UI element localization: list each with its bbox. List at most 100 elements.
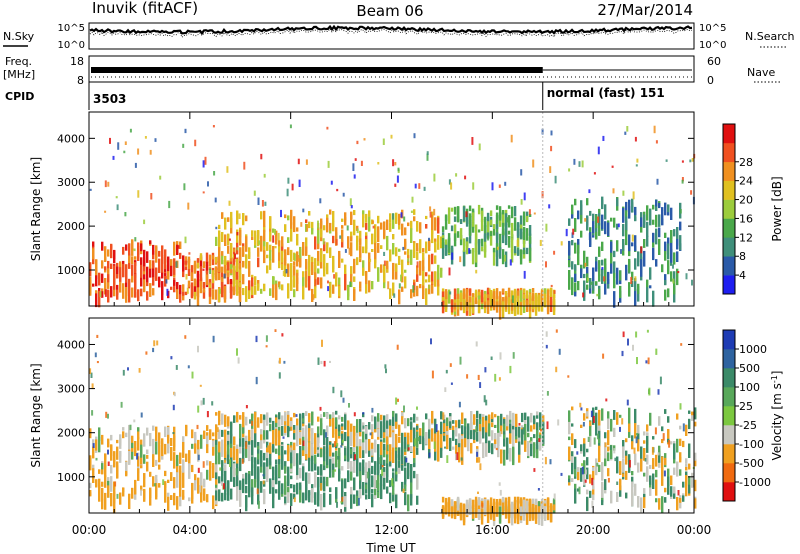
power-scatter-cell	[411, 196, 414, 203]
power-scatter-cell	[215, 226, 218, 230]
velocity-cell	[305, 411, 308, 416]
power-scatter-cell	[428, 284, 431, 290]
power-cell	[601, 241, 604, 251]
velocity-cell	[543, 503, 547, 507]
velocity-cell	[329, 493, 332, 505]
velocity-cell	[353, 426, 356, 437]
velocity-cell	[458, 433, 461, 444]
power-scatter-cell	[491, 182, 494, 191]
power-cell	[516, 290, 520, 299]
power-cell	[329, 222, 332, 231]
power-scatter-cell	[400, 212, 403, 218]
velocity-scatter-cell	[295, 414, 298, 417]
velocity-scatter-cell	[199, 384, 202, 387]
time-tick-label-0: 00:00	[72, 523, 107, 537]
power-scatter-cell	[465, 211, 468, 218]
power-cell	[598, 288, 601, 300]
nave-right-label: Nave	[747, 66, 775, 79]
power-cell	[122, 263, 125, 277]
velocity-cell	[410, 429, 413, 443]
power-cell	[389, 288, 392, 300]
power-cell	[281, 250, 284, 263]
power-cell	[326, 262, 329, 275]
power-cell	[646, 285, 649, 303]
velocity-scatter-cell	[402, 488, 405, 493]
power-cell	[425, 272, 428, 277]
velocity-cell	[534, 499, 538, 506]
power-cell	[407, 255, 410, 259]
power-cell	[431, 253, 434, 265]
velocity-cell	[281, 415, 284, 426]
power-cell	[167, 256, 170, 270]
power-scatter-cell	[137, 190, 140, 198]
velocity-cell	[649, 475, 652, 485]
power-cell	[419, 239, 422, 254]
velocity-cell	[485, 422, 488, 427]
power-cell	[128, 278, 131, 290]
power-cell	[664, 241, 667, 255]
velocity-cell	[482, 442, 485, 459]
power-cell	[248, 271, 251, 277]
power-cell	[574, 198, 577, 206]
velocity-cell	[131, 487, 134, 499]
power-cell	[416, 265, 419, 275]
velocity-cell	[158, 464, 161, 470]
power-cell	[462, 250, 466, 267]
power-cell	[362, 210, 365, 218]
velocity-cell	[257, 449, 260, 454]
velocity-cell	[446, 431, 449, 436]
velocity-cell	[539, 435, 542, 451]
power-cell	[146, 291, 149, 301]
velocity-cell	[658, 416, 661, 426]
velocity-cell	[604, 452, 607, 467]
velocity-cell	[498, 507, 502, 524]
power-cell	[437, 283, 440, 296]
velocity-cell	[344, 447, 347, 456]
velocity-cell	[536, 414, 539, 419]
power-cell	[146, 266, 149, 283]
velocity-scatter-cell	[320, 360, 323, 365]
power-cell	[483, 293, 487, 306]
power-cell	[281, 236, 284, 247]
power-scatter-cell	[632, 191, 635, 200]
power-scatter-cell	[278, 284, 281, 290]
velocity-cell	[488, 423, 491, 437]
power-cell	[215, 236, 218, 246]
power-scatter-cell	[550, 145, 553, 152]
velocity-cell	[362, 482, 365, 496]
velocity-cell	[452, 420, 455, 424]
power-cell	[284, 214, 287, 219]
velocity-cell	[607, 446, 610, 452]
power-cell	[257, 257, 260, 268]
velocity-cell	[200, 434, 203, 449]
velocity-cell	[137, 468, 140, 481]
power-scatter-cell	[223, 273, 226, 279]
velocity-scatter-cell	[560, 472, 563, 476]
power-cell	[664, 289, 667, 301]
velocity-cell	[110, 476, 113, 492]
power-scatter-cell	[109, 137, 111, 144]
velocity-cell	[224, 414, 227, 424]
velocity-cell	[513, 496, 517, 504]
velocity-cell	[679, 438, 682, 446]
velocity-cell	[275, 467, 278, 484]
power-cell	[649, 285, 652, 289]
velocity-cell	[519, 506, 523, 516]
power-cell	[444, 215, 448, 230]
power-cell	[164, 259, 167, 270]
power-cell	[119, 276, 122, 293]
velocity-cell	[571, 456, 574, 470]
velocity-scatter-cell	[609, 445, 612, 450]
velocity-cell	[368, 484, 371, 499]
velocity-cell	[492, 498, 496, 503]
velocity-cell	[634, 483, 637, 496]
power-scatter-cell	[134, 237, 137, 242]
power-cell	[158, 258, 161, 273]
velocity-cell	[230, 488, 233, 500]
velocity-cell	[356, 467, 359, 476]
power-scatter-cell	[202, 191, 205, 194]
velocity-cell	[329, 441, 332, 457]
velocity-cell	[353, 477, 356, 491]
power-cell	[107, 267, 110, 281]
velocity-cell	[260, 460, 263, 473]
